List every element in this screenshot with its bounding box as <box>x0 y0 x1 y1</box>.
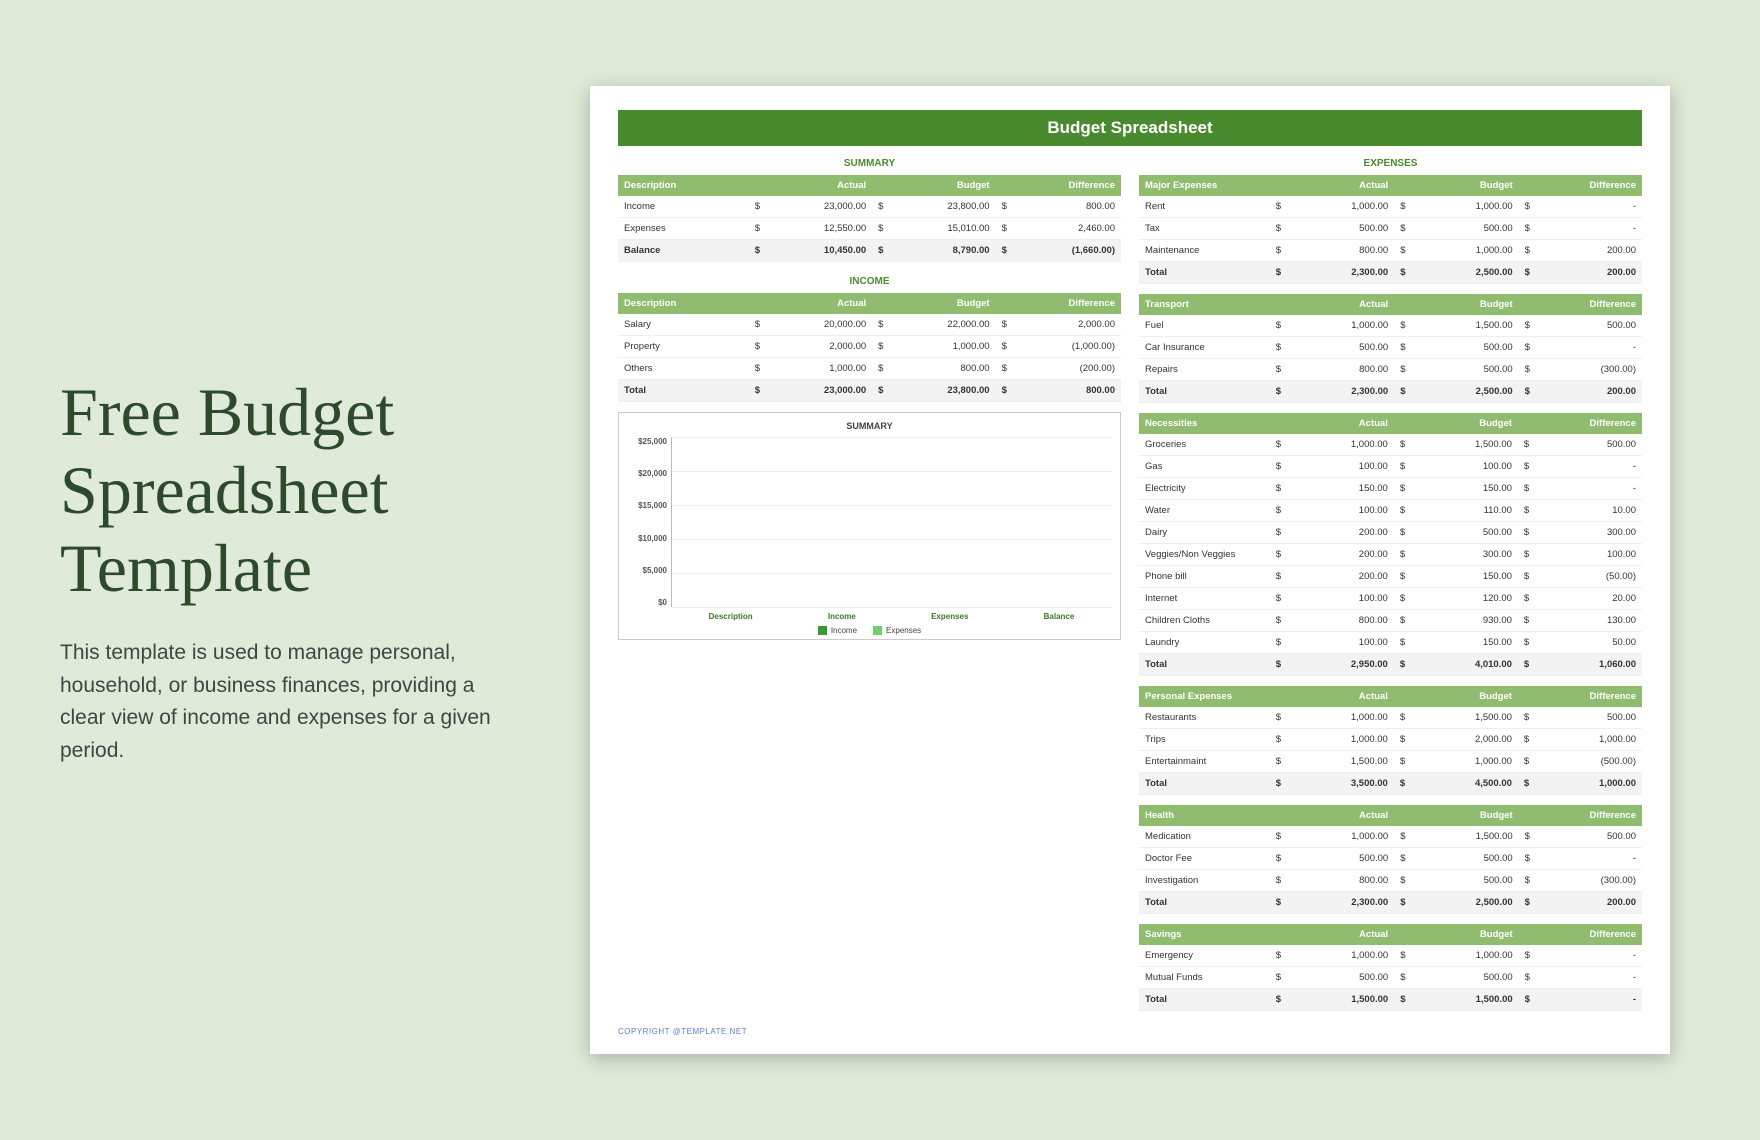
table-row: Laundry$100.00$150.00$50.00 <box>1139 632 1642 654</box>
table-row: Income$23,000.00$23,800.00$800.00 <box>618 196 1121 218</box>
table-balance-row: Balance$10,450.00$8,790.00$(1,660.00) <box>618 240 1121 262</box>
table-row: Medication$1,000.00$1,500.00$500.00 <box>1139 826 1642 848</box>
table-total-row: Total$2,300.00$2,500.00$200.00 <box>1139 892 1642 914</box>
chart-plot <box>671 437 1112 607</box>
income-title: INCOME <box>618 272 1121 293</box>
spreadsheet: Budget Spreadsheet SUMMARY DescriptionAc… <box>590 86 1670 1054</box>
table-row: Car Insurance$500.00$500.00$- <box>1139 337 1642 359</box>
table-row: Water$100.00$110.00$10.00 <box>1139 500 1642 522</box>
table-row: Property$2,000.00$1,000.00$(1,000.00) <box>618 336 1121 358</box>
table-row: Mutual Funds$500.00$500.00$- <box>1139 967 1642 989</box>
table-row: Repairs$800.00$500.00$(300.00) <box>1139 359 1642 381</box>
chart-xlabels: DescriptionIncomeExpensesBalance <box>671 607 1112 621</box>
left-column: SUMMARY DescriptionActualBudgetDifferenc… <box>618 154 1121 1021</box>
table-row: Maintenance$800.00$1,000.00$200.00 <box>1139 240 1642 262</box>
major-expenses-table: Major ExpensesActualBudgetDifferenceRent… <box>1139 175 1642 284</box>
table-total-row: Total$2,300.00$2,500.00$200.00 <box>1139 262 1642 284</box>
health-table: HealthActualBudgetDifferenceMedication$1… <box>1139 805 1642 914</box>
expenses-title: EXPENSES <box>1139 154 1642 175</box>
table-total-row: Total$2,300.00$2,500.00$200.00 <box>1139 381 1642 403</box>
table-row: Tax$500.00$500.00$- <box>1139 218 1642 240</box>
sheet-wrap: Budget Spreadsheet SUMMARY DescriptionAc… <box>540 56 1760 1084</box>
table-total-row: Total$1,500.00$1,500.00$- <box>1139 989 1642 1011</box>
table-row: Others$1,000.00$800.00$(200.00) <box>618 358 1121 380</box>
table-row: Internet$100.00$120.00$20.00 <box>1139 588 1642 610</box>
table-row: Veggies/Non Veggies$200.00$300.00$100.00 <box>1139 544 1642 566</box>
table-row: Doctor Fee$500.00$500.00$- <box>1139 848 1642 870</box>
table-row: Gas$100.00$100.00$- <box>1139 456 1642 478</box>
table-total-row: Total$3,500.00$4,500.00$1,000.00 <box>1139 773 1642 795</box>
chart-legend: IncomeExpenses <box>627 621 1112 635</box>
table-row: Fuel$1,000.00$1,500.00$500.00 <box>1139 315 1642 337</box>
necessities-table: NecessitiesActualBudgetDifferenceGroceri… <box>1139 413 1642 676</box>
chart-title: SUMMARY <box>627 421 1112 431</box>
table-row: Salary$20,000.00$22,000.00$2,000.00 <box>618 314 1121 336</box>
income-table: DescriptionActualBudgetDifferenceSalary$… <box>618 293 1121 402</box>
table-total-row: Total$23,000.00$23,800.00$800.00 <box>618 380 1121 402</box>
copyright: COPYRIGHT @TEMPLATE.NET <box>618 1027 1642 1036</box>
right-column: EXPENSES Major ExpensesActualBudgetDiffe… <box>1139 154 1642 1021</box>
table-row: Rent$1,000.00$1,000.00$- <box>1139 196 1642 218</box>
savings-table: SavingsActualBudgetDifferenceEmergency$1… <box>1139 924 1642 1011</box>
spreadsheet-title: Budget Spreadsheet <box>618 110 1642 146</box>
table-row: Emergency$1,000.00$1,000.00$- <box>1139 945 1642 967</box>
transport-table: TransportActualBudgetDifferenceFuel$1,00… <box>1139 294 1642 403</box>
table-total-row: Total$2,950.00$4,010.00$1,060.00 <box>1139 654 1642 676</box>
left-panel: Free Budget Spreadsheet Template This te… <box>0 373 540 768</box>
summary-table: DescriptionActualBudgetDifferenceIncome$… <box>618 175 1121 262</box>
table-row: Phone bill$200.00$150.00$(50.00) <box>1139 566 1642 588</box>
table-row: Electricity$150.00$150.00$- <box>1139 478 1642 500</box>
table-row: Groceries$1,000.00$1,500.00$500.00 <box>1139 434 1642 456</box>
chart-yaxis: $25,000$20,000$15,000$10,000$5,000$0 <box>627 437 671 607</box>
table-row: Trips$1,000.00$2,000.00$1,000.00 <box>1139 729 1642 751</box>
page-title: Free Budget Spreadsheet Template <box>60 373 500 608</box>
page-description: This template is used to manage personal… <box>60 637 500 767</box>
summary-chart: SUMMARY $25,000$20,000$15,000$10,000$5,0… <box>618 412 1121 640</box>
table-row: Dairy$200.00$500.00$300.00 <box>1139 522 1642 544</box>
table-row: Investigation$800.00$500.00$(300.00) <box>1139 870 1642 892</box>
table-row: Entertainmaint$1,500.00$1,000.00$(500.00… <box>1139 751 1642 773</box>
personal-table: Personal ExpensesActualBudgetDifferenceR… <box>1139 686 1642 795</box>
table-row: Restaurants$1,000.00$1,500.00$500.00 <box>1139 707 1642 729</box>
summary-title: SUMMARY <box>618 154 1121 175</box>
table-row: Expenses$12,550.00$15,010.00$2,460.00 <box>618 218 1121 240</box>
table-row: Children Cloths$800.00$930.00$130.00 <box>1139 610 1642 632</box>
